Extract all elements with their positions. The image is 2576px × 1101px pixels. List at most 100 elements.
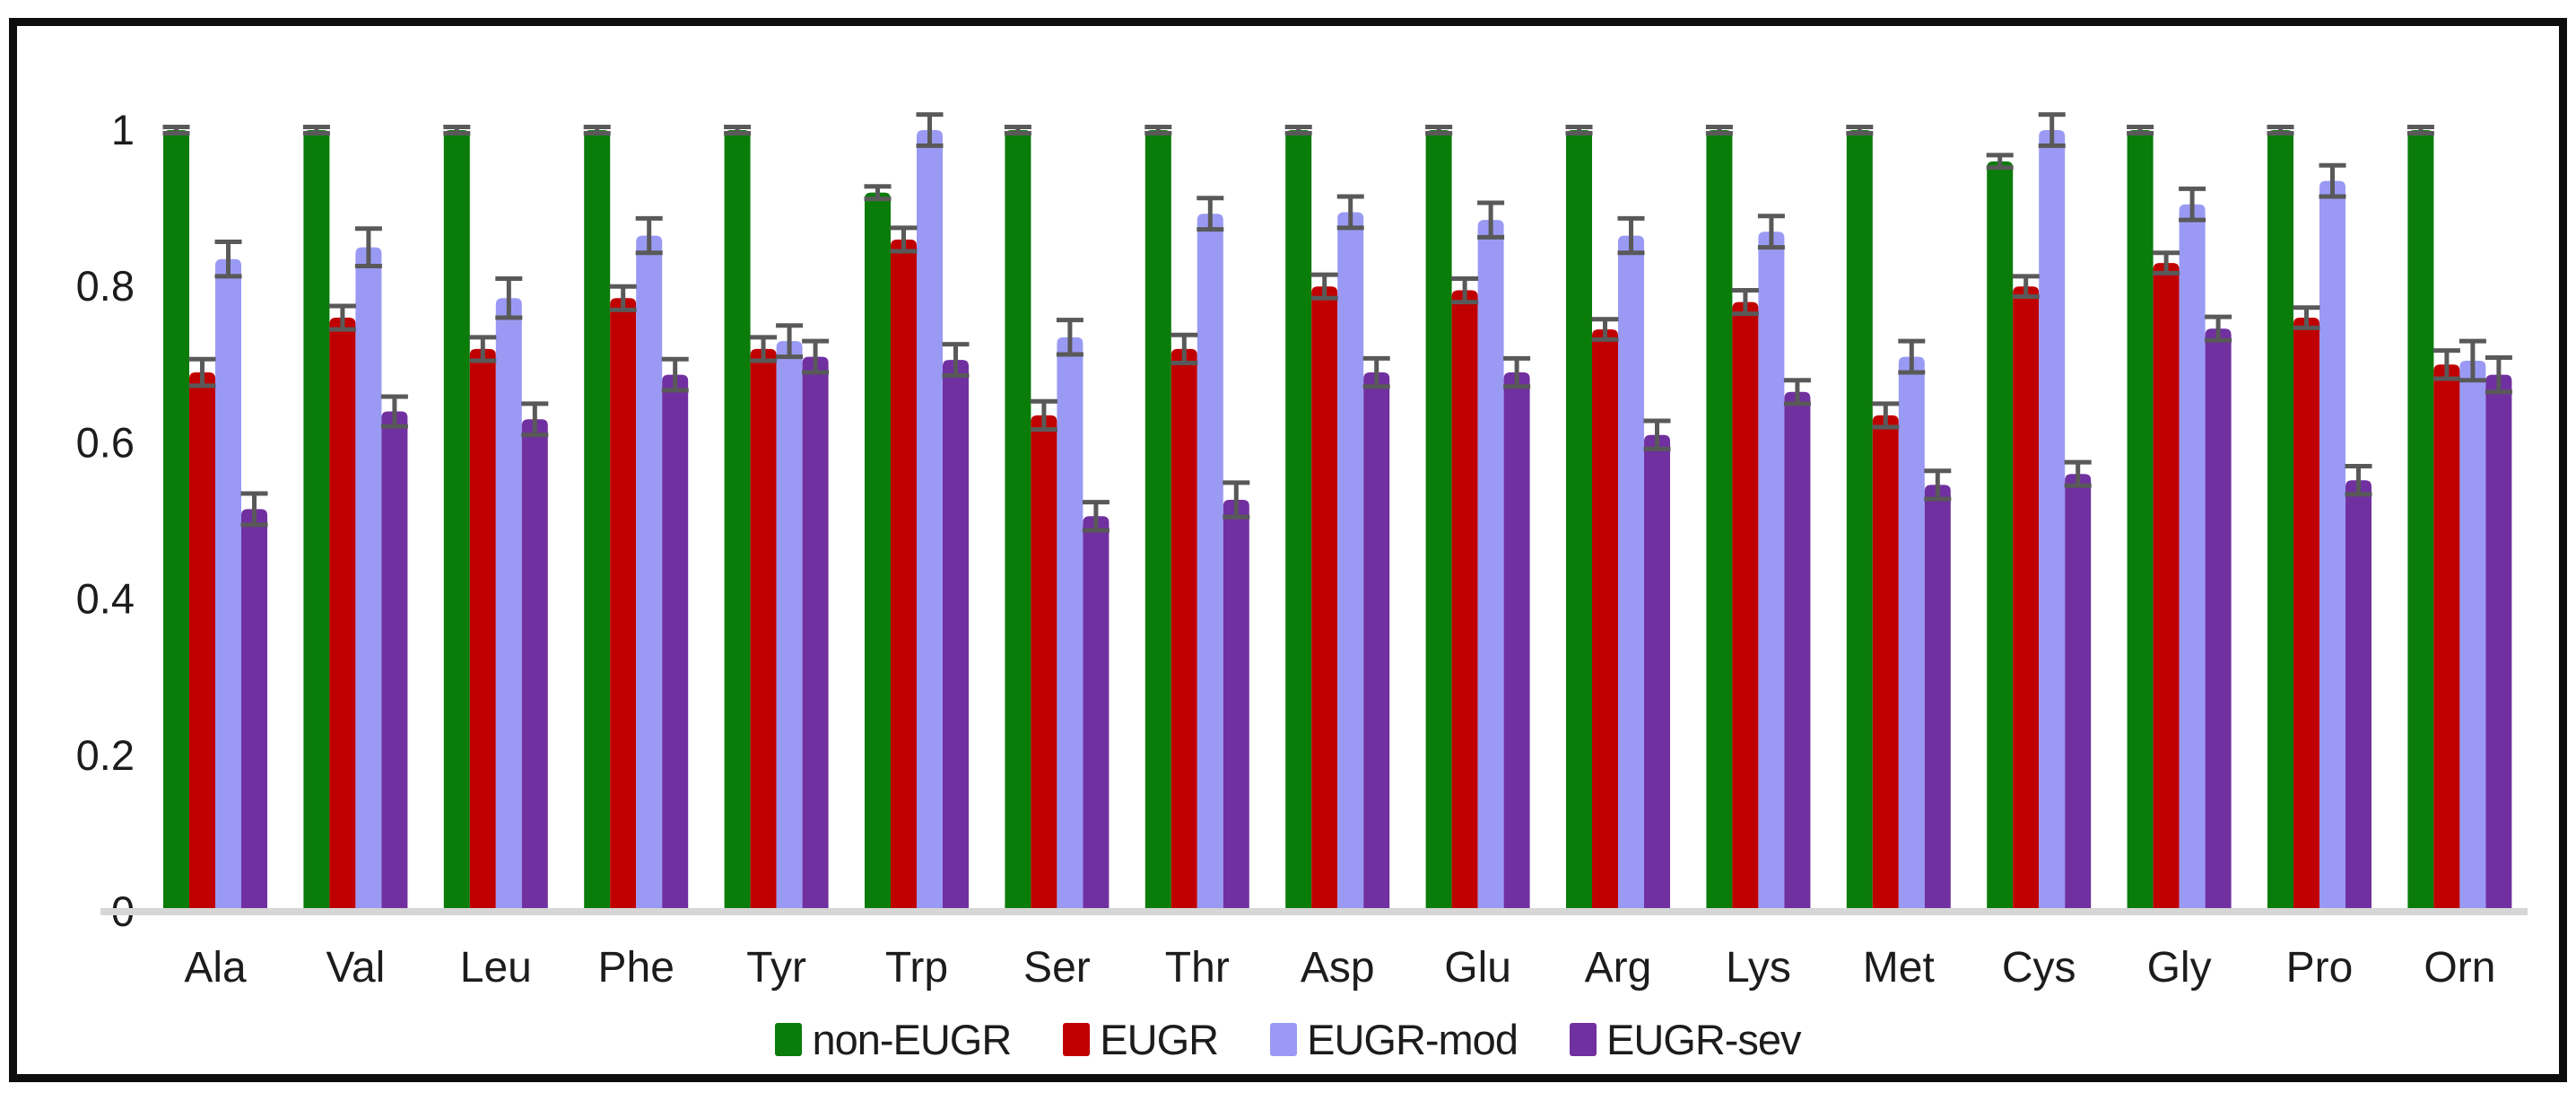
error-bar-EUGR-mod-Tyr (776, 323, 804, 360)
category-label: Ala (184, 944, 247, 992)
bar-EUGR-Met (1872, 415, 1899, 912)
bar-EUGR-Arg (1592, 329, 1618, 913)
error-bar-non-EUGR-Lys (1705, 125, 1733, 135)
error-bar-EUGR-mod-Ser (1056, 318, 1083, 357)
bar-EUGR-Phe (610, 298, 637, 912)
bar-non-EUGR-Phe (584, 130, 611, 912)
bar-EUGR-mod-Pro (2319, 180, 2345, 913)
error-bar-EUGR-Glu (1451, 275, 1479, 305)
error-bar-non-EUGR-Arg (1565, 125, 1593, 135)
y-axis-tick-label: 0.2 (76, 731, 135, 779)
category-label: Ser (1023, 944, 1091, 992)
bar-non-EUGR-Tyr (724, 130, 751, 912)
legend-label-non-eugr: non-EUGR (812, 1015, 1012, 1063)
bar-non-EUGR-Ala (163, 130, 189, 912)
error-bar-EUGR-mod-Leu (495, 275, 523, 320)
chart-legend: non-EUGR EUGR EUGR-mod EUGR-sev (0, 1014, 2576, 1064)
legend-label-eugr-mod: EUGR-mod (1307, 1015, 1519, 1063)
bar-EUGR-sev-Val (381, 411, 408, 912)
error-bar-non-EUGR-Orn (2406, 125, 2434, 135)
bar-EUGR-mod-Lys (1758, 232, 1785, 913)
error-bar-EUGR-sev-Val (380, 394, 408, 429)
bar-EUGR-Val (329, 318, 356, 912)
error-bar-EUGR-sev-Lys (1783, 378, 1811, 406)
bar-EUGR-sev-Glu (1503, 372, 1530, 912)
error-bar-non-EUGR-Val (302, 125, 330, 135)
error-bar-EUGR-sev-Glu (1503, 355, 1531, 389)
bar-EUGR-Pro (2293, 318, 2319, 912)
y-axis-tick-label: 1 (111, 106, 135, 153)
bar-EUGR-sev-Pro (2345, 480, 2371, 912)
error-bar-EUGR-Ser (1030, 398, 1057, 433)
error-bar-EUGR-mod-Met (1898, 338, 1926, 375)
bar-EUGR-Ser (1031, 415, 1057, 912)
bar-EUGR-mod-Trp (917, 130, 943, 912)
bar-EUGR-mod-Tyr (776, 341, 803, 912)
bar-EUGR-mod-Orn (2459, 360, 2486, 912)
bar-EUGR-mod-Thr (1197, 214, 1223, 912)
legend-label-eugr-sev: EUGR-sev (1606, 1015, 1802, 1063)
error-bar-EUGR-sev-Orn (2485, 354, 2512, 395)
bar-EUGR-mod-Arg (1618, 235, 1644, 913)
error-bar-EUGR-Phe (609, 284, 637, 312)
bar-EUGR-Tyr (750, 348, 777, 912)
error-bar-EUGR-Tyr (750, 335, 778, 363)
error-bar-EUGR-Leu (469, 335, 497, 363)
y-axis-tick-label: 0.6 (76, 418, 135, 466)
bar-non-EUGR-Cys (1987, 161, 2014, 913)
error-bar-non-EUGR-Ala (162, 125, 190, 135)
error-bar-EUGR-sev-Ser (1082, 500, 1110, 533)
error-bar-EUGR-mod-Orn (2459, 338, 2486, 383)
bar-EUGR-Lys (1732, 301, 1759, 912)
error-bar-EUGR-mod-Pro (2319, 162, 2346, 199)
bar-EUGR-sev-Arg (1644, 434, 1670, 912)
category-label: Cys (2002, 944, 2076, 992)
bar-EUGR-mod-Gly (2179, 204, 2206, 912)
category-label: Orn (2424, 944, 2495, 992)
error-bar-EUGR-mod-Thr (1197, 196, 1224, 232)
error-bar-EUGR-mod-Ala (214, 240, 242, 279)
error-bar-EUGR-Lys (1731, 288, 1759, 317)
error-bar-EUGR-sev-Leu (521, 401, 549, 438)
error-bar-EUGR-Arg (1591, 317, 1619, 342)
error-bar-EUGR-Asp (1310, 272, 1338, 301)
bar-EUGR-Thr (1171, 348, 1197, 912)
bar-non-EUGR-Asp (1285, 130, 1312, 912)
bar-non-EUGR-Lys (1706, 130, 1733, 912)
category-label: Gly (2147, 944, 2212, 992)
bar-non-EUGR-Met (1846, 130, 1873, 912)
category-label: Val (326, 944, 385, 992)
bar-EUGR-sev-Cys (2065, 474, 2092, 912)
error-bar-EUGR-mod-Val (354, 226, 382, 269)
bar-non-EUGR-Arg (1566, 130, 1592, 912)
error-bar-EUGR-mod-Arg (1617, 215, 1645, 256)
bar-non-EUGR-Ser (1005, 130, 1031, 912)
bar-EUGR-mod-Glu (1477, 220, 1504, 913)
error-bar-non-EUGR-Met (1846, 125, 1874, 135)
bar-non-EUGR-Glu (1425, 130, 1452, 912)
error-bar-non-EUGR-Phe (583, 125, 611, 135)
error-bar-EUGR-sev-Trp (942, 342, 970, 378)
bar-non-EUGR-Leu (443, 130, 470, 912)
bar-EUGR-sev-Asp (1363, 372, 1390, 912)
y-axis-tick-label: 0.4 (76, 575, 135, 623)
legend-swatch-eugr (1063, 1022, 1091, 1056)
category-label: Phe (597, 944, 674, 992)
bar-EUGR-mod-Cys (2039, 130, 2066, 912)
legend-label-eugr: EUGR (1100, 1015, 1219, 1063)
bar-EUGR-Trp (891, 239, 917, 912)
legend-swatch-eugr-sev (1569, 1022, 1597, 1056)
bar-EUGR-mod-Ser (1057, 336, 1083, 912)
error-bar-EUGR-mod-Phe (635, 215, 663, 256)
bar-EUGR-Ala (189, 372, 215, 912)
error-bar-EUGR-Thr (1171, 332, 1198, 366)
bar-EUGR-Orn (2433, 364, 2460, 912)
error-bar-non-EUGR-Cys (1986, 153, 2014, 170)
error-bar-non-EUGR-Asp (1284, 125, 1312, 135)
category-label: Thr (1165, 944, 1230, 992)
bar-EUGR-sev-Ala (241, 509, 267, 912)
error-bar-EUGR-Orn (2432, 348, 2460, 381)
bar-EUGR-Cys (2013, 286, 2040, 912)
